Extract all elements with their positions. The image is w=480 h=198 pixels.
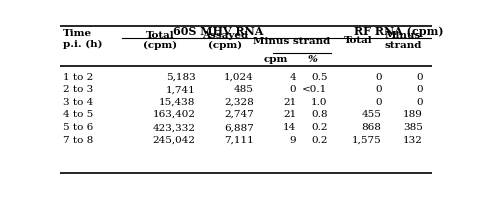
Text: 0: 0 (416, 98, 423, 107)
Text: Total: Total (344, 36, 372, 45)
Text: 1,741: 1,741 (166, 86, 196, 94)
Text: 9: 9 (290, 135, 296, 145)
Text: 423,332: 423,332 (153, 123, 196, 132)
Text: 14: 14 (283, 123, 296, 132)
Text: 385: 385 (403, 123, 423, 132)
Text: cpm: cpm (264, 55, 288, 64)
Text: 132: 132 (403, 135, 423, 145)
Text: 0: 0 (416, 73, 423, 82)
Text: 245,042: 245,042 (153, 135, 196, 145)
Text: %: % (307, 55, 317, 64)
Text: Total
(cpm): Total (cpm) (144, 31, 178, 50)
Text: 0.2: 0.2 (311, 123, 327, 132)
Text: 1,024: 1,024 (224, 73, 254, 82)
Text: 0.2: 0.2 (311, 135, 327, 145)
Text: 2,747: 2,747 (224, 110, 254, 119)
Text: 5 to 6: 5 to 6 (63, 123, 93, 132)
Text: Minus strand: Minus strand (253, 37, 330, 46)
Text: 4 to 5: 4 to 5 (63, 110, 93, 119)
Text: 15,438: 15,438 (159, 98, 196, 107)
Text: 1,575: 1,575 (352, 135, 382, 145)
Text: 1.0: 1.0 (311, 98, 327, 107)
Text: Minus
strand: Minus strand (384, 31, 421, 50)
Text: 0.5: 0.5 (311, 73, 327, 82)
Text: 1 to 2: 1 to 2 (63, 73, 93, 82)
Text: 0.8: 0.8 (311, 110, 327, 119)
Text: 60S MHV RNA: 60S MHV RNA (173, 26, 264, 37)
Text: 485: 485 (234, 86, 254, 94)
Text: 189: 189 (403, 110, 423, 119)
Text: 3 to 4: 3 to 4 (63, 98, 93, 107)
Text: 2 to 3: 2 to 3 (63, 86, 93, 94)
Text: RF RNA (cpm): RF RNA (cpm) (354, 26, 443, 37)
Text: 868: 868 (362, 123, 382, 132)
Text: 5,183: 5,183 (166, 73, 196, 82)
Text: 21: 21 (283, 110, 296, 119)
Text: 163,402: 163,402 (153, 110, 196, 119)
Text: 0: 0 (375, 86, 382, 94)
Text: 0: 0 (416, 86, 423, 94)
Text: 7 to 8: 7 to 8 (63, 135, 93, 145)
Text: 7,111: 7,111 (224, 135, 254, 145)
Text: Time
p.i. (h): Time p.i. (h) (63, 29, 103, 49)
Text: 0: 0 (375, 98, 382, 107)
Text: 6,887: 6,887 (224, 123, 254, 132)
Text: 0: 0 (375, 73, 382, 82)
Text: 21: 21 (283, 98, 296, 107)
Text: 4: 4 (290, 73, 296, 82)
Text: 455: 455 (362, 110, 382, 119)
Text: 0: 0 (290, 86, 296, 94)
Text: <0.1: <0.1 (302, 86, 327, 94)
Text: Assayed
(cpm): Assayed (cpm) (203, 31, 249, 50)
Text: 2,328: 2,328 (224, 98, 254, 107)
